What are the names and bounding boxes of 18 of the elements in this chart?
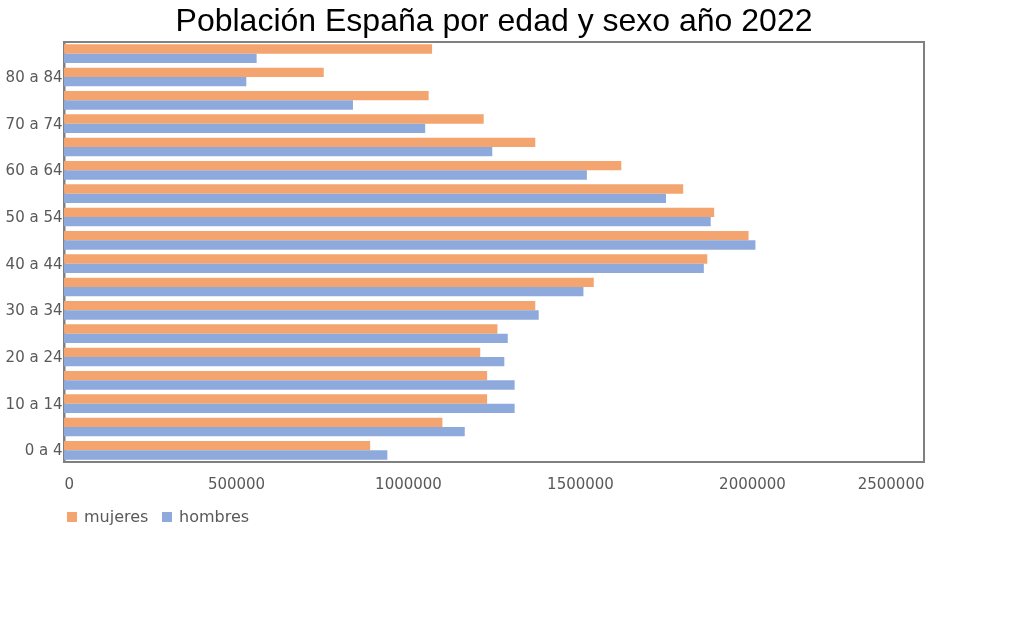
x-tick-label: 1500000 bbox=[547, 474, 614, 493]
y-tick-label: 30 a 34 bbox=[5, 301, 63, 320]
x-tick-label: 2500000 bbox=[857, 474, 925, 493]
x-tick-label: 1000000 bbox=[375, 474, 442, 493]
x-tick-label: 0 bbox=[64, 474, 75, 493]
y-tick-label: 40 a 44 bbox=[5, 254, 63, 273]
y-tick-label: 20 a 24 bbox=[5, 348, 63, 366]
y-tick-label: 80 a 84 bbox=[5, 68, 63, 86]
y-tick-label: 0 a 4 bbox=[24, 441, 63, 460]
y-tick-label: 10 a 14 bbox=[5, 394, 63, 413]
legend-label: mujeres bbox=[84, 507, 149, 526]
y-tick-label: 60 a 64 bbox=[5, 161, 63, 180]
x-tick-label: 500000 bbox=[207, 474, 266, 493]
x-tick-label: 2000000 bbox=[719, 474, 786, 493]
y-tick-label: 50 a 54 bbox=[5, 208, 63, 226]
y-tick-label: 70 a 74 bbox=[5, 114, 63, 133]
chart-title: Población España por edad y sexo año 2022 bbox=[175, 2, 813, 38]
legend-label: hombres bbox=[179, 507, 250, 526]
